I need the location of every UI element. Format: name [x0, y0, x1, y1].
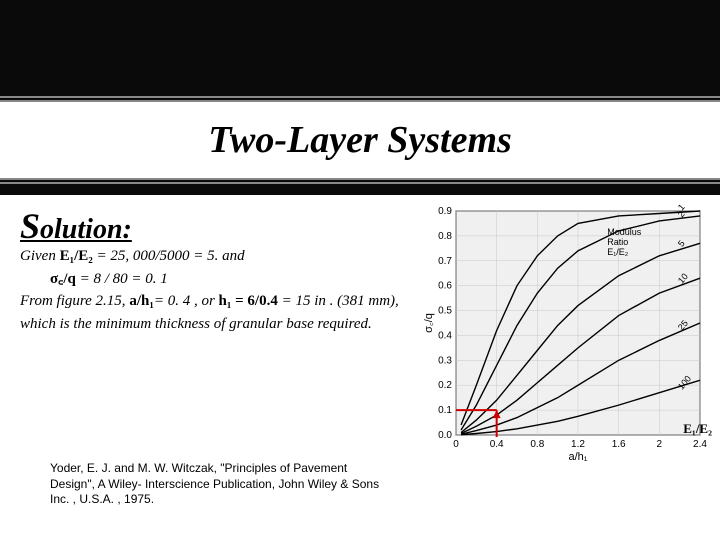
solution-heading: Solution: [20, 205, 132, 247]
heading-initial: S [20, 206, 40, 246]
sol-l3-math1: a/h₁ [129, 293, 154, 309]
chart-right-label: E₁/E₂ [683, 421, 712, 437]
svg-text:0.8: 0.8 [438, 231, 452, 242]
chart-container: 0 0.4 0.8 1.2 1.6 2 2.4 0.0 0.1 0.2 0.3 0.4 0.5 0.6 0.… [420, 203, 710, 463]
svg-text:σ꜀/q: σ꜀/q [423, 313, 435, 333]
title-band: Two-Layer Systems [0, 100, 720, 180]
svg-text:Ratio: Ratio [607, 237, 628, 247]
svg-text:0.5: 0.5 [438, 306, 452, 317]
solution-body: Given E₁/E₂ = 25, 000/5000 = 5. and σ꜀/q… [20, 245, 410, 335]
svg-text:2: 2 [657, 439, 663, 450]
svg-text:0: 0 [453, 439, 459, 450]
sol-l2-post: = 8 / 80 = 0. 1 [76, 271, 168, 287]
sol-l1-math1: E₁/E₂ [60, 248, 93, 264]
svg-text:1.2: 1.2 [571, 439, 585, 450]
svg-text:0.6: 0.6 [438, 281, 452, 292]
sol-l2-math: σ꜀/q [50, 271, 76, 287]
sol-l3-pre: From figure 2.15, [20, 293, 129, 309]
svg-text:0.2: 0.2 [438, 380, 452, 391]
heading-rest: olution: [40, 214, 132, 245]
svg-text:1.6: 1.6 [612, 439, 626, 450]
sol-l1-pre: Given [20, 248, 60, 264]
sol-l1-post1: = 25, 000/5000 = 5. and [93, 248, 245, 264]
content-area: Solution: Given E₁/E₂ = 25, 000/5000 = 5… [0, 195, 720, 540]
svg-text:0.8: 0.8 [530, 439, 544, 450]
svg-text:0.4: 0.4 [438, 330, 452, 341]
page-title: Two-Layer Systems [208, 118, 512, 162]
citation: Yoder, E. J. and M. W. Witczak, "Princip… [50, 461, 390, 508]
chart-svg: 0 0.4 0.8 1.2 1.6 2 2.4 0.0 0.1 0.2 0.3 0.4 0.5 0.6 0.… [420, 203, 710, 463]
svg-text:0.4: 0.4 [490, 439, 504, 450]
svg-text:a/h₁: a/h₁ [568, 451, 587, 463]
svg-text:0.9: 0.9 [438, 206, 452, 217]
svg-text:0.1: 0.1 [438, 405, 452, 416]
sol-l3-mid1: = 0. 4 , or [154, 293, 219, 309]
svg-text:0.0: 0.0 [438, 430, 452, 441]
sol-l3-math2: h₁ = 6/0.4 [219, 293, 278, 309]
svg-text:Modulus: Modulus [607, 227, 642, 237]
svg-text:E₁/E₂: E₁/E₂ [607, 247, 629, 257]
svg-text:0.3: 0.3 [438, 355, 452, 366]
svg-text:2.4: 2.4 [693, 439, 707, 450]
svg-text:0.7: 0.7 [438, 256, 452, 267]
